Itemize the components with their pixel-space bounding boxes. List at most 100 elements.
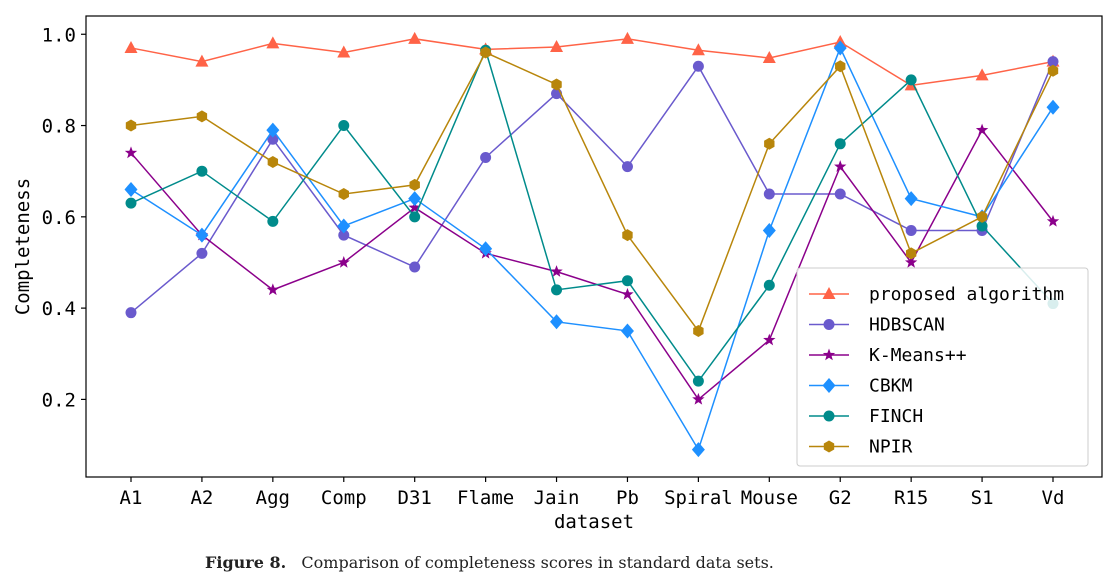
data-point [764, 137, 775, 150]
data-point [408, 31, 422, 44]
data-point [763, 279, 775, 291]
data-point [904, 191, 918, 207]
data-point [408, 201, 421, 213]
series-line [130, 38, 1054, 87]
data-point [125, 197, 137, 209]
x-tick-label: Jain [534, 487, 580, 509]
legend-label: K-Means++ [869, 345, 967, 366]
x-tick-label: Agg [256, 487, 290, 509]
legend-marker [822, 348, 836, 361]
data-point [622, 229, 633, 242]
data-point [1046, 99, 1060, 115]
data-point [550, 314, 564, 330]
data-point [551, 78, 562, 91]
data-point [338, 188, 349, 201]
data-point [408, 191, 422, 207]
x-tick-label: Vd [1042, 487, 1065, 509]
data-point [762, 50, 776, 63]
data-point [266, 283, 280, 296]
figure-caption: Figure 8. Comparison of completeness sco… [205, 553, 774, 572]
data-point [195, 227, 209, 243]
data-point [833, 40, 847, 56]
legend-entry: proposed algorithm [809, 284, 1064, 305]
legend-entry: FINCH [809, 406, 923, 427]
data-point [975, 68, 989, 81]
data-point [551, 284, 563, 296]
series-npir [125, 46, 1059, 337]
plot-area [124, 31, 1060, 458]
legend-entry: HDBSCAN [809, 315, 945, 336]
x-tick-label: A1 [120, 487, 143, 509]
data-point [835, 60, 846, 73]
data-point [409, 178, 420, 191]
data-point [763, 333, 776, 346]
data-point [196, 165, 208, 177]
data-point [763, 188, 775, 200]
data-point [267, 156, 279, 169]
legend-box [796, 267, 1089, 467]
legend-label: CBKM [869, 376, 913, 397]
data-point [338, 120, 350, 132]
data-point [337, 45, 351, 58]
y-tick-label: 0.2 [42, 389, 76, 411]
axes: 0.2 0.4 0.6 0.8 1.0 A1 A2 Agg Comp D31 Flame Jain Pb… [42, 15, 1103, 509]
data-point [834, 160, 847, 172]
y-tick-label: 0.6 [42, 207, 76, 229]
figure-caption-label: Figure 8. [205, 553, 287, 572]
data-point [266, 122, 280, 138]
legend-label: HDBSCAN [869, 315, 945, 336]
legend-label: NPIR [869, 437, 913, 458]
series-line [130, 48, 1054, 383]
data-point [124, 181, 138, 197]
data-point [196, 110, 208, 123]
x-tick-label: Spiral [664, 487, 733, 509]
data-point [976, 220, 988, 232]
x-tick-label: D31 [398, 487, 432, 509]
data-point [692, 392, 705, 405]
data-point [338, 229, 350, 241]
data-point [480, 151, 492, 163]
series-proposed-algorithm [124, 31, 1060, 91]
x-tick-label: S1 [971, 487, 994, 509]
data-point [1047, 64, 1059, 77]
data-point [691, 43, 705, 56]
y-tick-label: 0.4 [42, 298, 76, 320]
figure-caption-text: Comparison of completeness scores in sta… [301, 553, 774, 572]
series-line [130, 46, 1054, 452]
data-point [195, 54, 209, 67]
data-point [267, 133, 279, 145]
data-point [124, 40, 138, 53]
data-point [905, 247, 917, 260]
y-tick-label: 0.8 [42, 116, 76, 138]
data-point [834, 188, 846, 200]
data-point [267, 215, 279, 227]
series-line [130, 128, 1054, 401]
data-point [620, 323, 634, 339]
data-point [337, 255, 350, 268]
data-point [480, 46, 491, 59]
data-point [550, 40, 564, 53]
legend-label: FINCH [869, 406, 923, 427]
legend-marker [822, 287, 836, 299]
legend-label: proposed algorithm [869, 284, 1064, 305]
data-point [124, 146, 138, 159]
legend-entry: K-Means++ [809, 345, 967, 366]
data-point [692, 60, 704, 72]
x-axis-title: dataset [554, 511, 634, 533]
data-point [125, 307, 137, 319]
data-point [196, 247, 208, 259]
legend: proposed algorithm HDBSCAN K-Means++ CBKM FI… [796, 267, 1089, 467]
data-point [905, 74, 917, 86]
legend-marker [823, 319, 835, 330]
data-point [337, 218, 351, 234]
completeness-line-chart: 0.2 0.4 0.6 0.8 1.0 A1 A2 Agg Comp D31 Flame Jain Pb… [12, 15, 1103, 533]
data-point [266, 36, 280, 49]
data-point [620, 31, 634, 44]
data-point [692, 375, 704, 387]
data-point [621, 275, 633, 287]
data-point [905, 225, 917, 237]
y-axis-title: Completeness [12, 178, 34, 315]
data-point [975, 123, 989, 136]
series-line [130, 51, 1054, 333]
data-point [762, 223, 776, 239]
